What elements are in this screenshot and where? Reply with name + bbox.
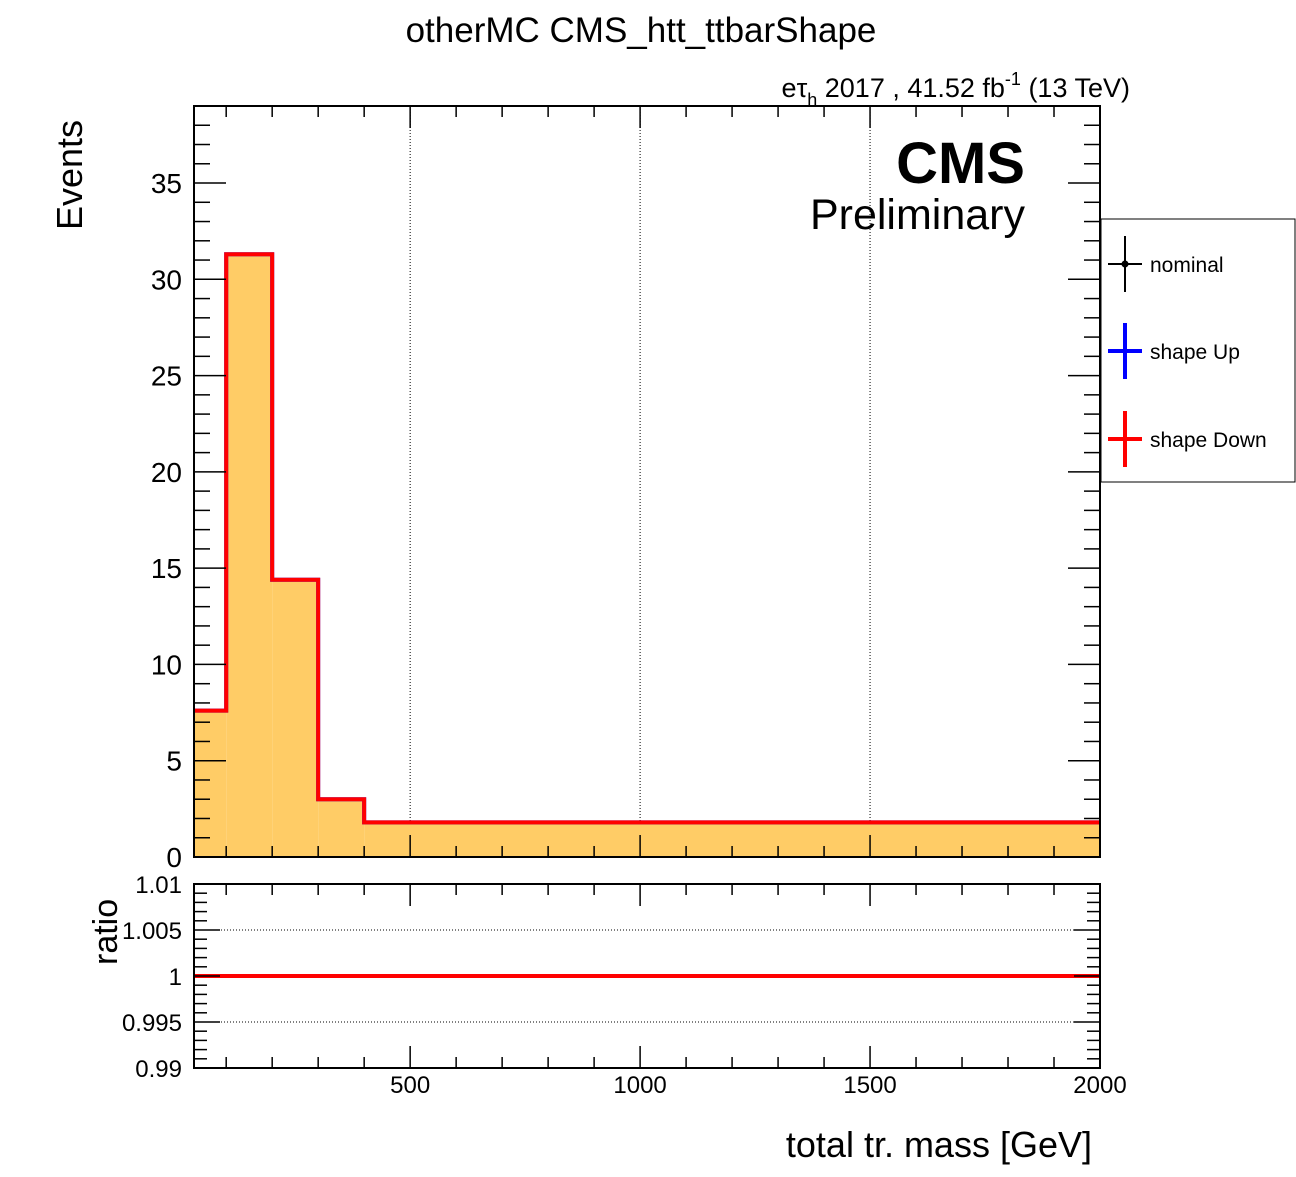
legend: nominal shape Up shape Down bbox=[1100, 218, 1296, 483]
legend-marker-shape-up bbox=[1108, 323, 1142, 379]
histogram-bar bbox=[272, 579, 319, 857]
top-axis-ticks bbox=[194, 105, 1100, 858]
legend-marker-shape-down bbox=[1108, 411, 1142, 467]
histogram-lines bbox=[194, 252, 1100, 825]
legend-label-shape-down: shape Down bbox=[1150, 429, 1267, 452]
histogram-bars bbox=[194, 254, 1100, 857]
histogram-bar bbox=[194, 710, 227, 857]
x-axis-label: total tr. mass [GeV] bbox=[786, 1124, 1092, 1165]
ratio-y-tick-label: 0.995 bbox=[122, 1010, 182, 1037]
y-tick-label: 10 bbox=[151, 649, 182, 680]
ratio-axis-label: ratio bbox=[87, 899, 125, 965]
top-y-tick-labels: 0 5 10 15 20 25 30 35 bbox=[151, 168, 182, 873]
y-tick-label: 30 bbox=[151, 264, 182, 295]
legend-label-shape-up: shape Up bbox=[1150, 341, 1240, 364]
y-tick-label: 0 bbox=[166, 842, 182, 873]
y-axis-label: Events bbox=[49, 120, 90, 230]
y-tick-label: 25 bbox=[151, 361, 182, 392]
ratio-y-tick-label: 0.99 bbox=[135, 1056, 182, 1083]
x-tick-label: 1000 bbox=[613, 1072, 666, 1099]
ratio-y-tick-label: 1.005 bbox=[122, 918, 182, 945]
legend-label-nominal: nominal bbox=[1150, 254, 1224, 277]
x-tick-label: 2000 bbox=[1073, 1072, 1126, 1099]
ratio-y-tick-label: 1.01 bbox=[135, 872, 182, 899]
ratio-y-tick-label: 1 bbox=[169, 964, 182, 991]
ratio-y-tick-labels: 0.99 0.995 1 1.005 1.01 bbox=[122, 872, 182, 1083]
top-plot-frame bbox=[193, 105, 1101, 858]
legend-marker-nominal bbox=[1108, 236, 1142, 292]
ratio-axis-ticks bbox=[194, 883, 1100, 1069]
top-gridlines bbox=[409, 106, 871, 857]
x-tick-label: 1500 bbox=[843, 1072, 896, 1099]
y-tick-label: 35 bbox=[151, 168, 182, 199]
y-tick-label: 20 bbox=[151, 457, 182, 488]
chart-title: otherMC CMS_htt_ttbarShape bbox=[406, 11, 877, 50]
lumi-label: eτh 2017 , 41.52 fb-1 (13 TeV) bbox=[782, 69, 1130, 110]
series-line-shape-up bbox=[194, 252, 1100, 825]
x-tick-labels: 500 1000 1500 2000 bbox=[390, 1072, 1127, 1099]
y-tick-label: 5 bbox=[166, 746, 182, 777]
series-line-shape-down bbox=[194, 252, 1100, 825]
y-tick-label: 15 bbox=[151, 553, 182, 584]
x-tick-label: 500 bbox=[390, 1072, 430, 1099]
histogram-bar bbox=[318, 799, 365, 857]
cms-label: CMS bbox=[896, 131, 1025, 196]
cms-sublabel: Preliminary bbox=[810, 191, 1026, 239]
histogram-bar bbox=[226, 254, 273, 857]
